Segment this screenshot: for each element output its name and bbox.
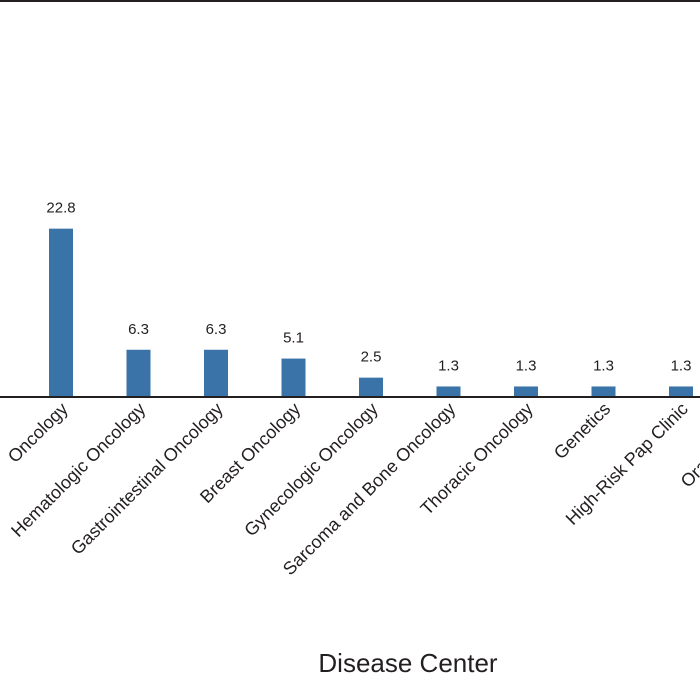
- bars-group: [49, 228, 693, 396]
- data-label: 5.1: [283, 330, 304, 347]
- bar: [281, 358, 306, 396]
- bar: [669, 386, 693, 396]
- data-label: 2.5: [361, 349, 382, 366]
- value-labels-group: 22.8 6.3 6.3 5.1 2.5 1.3 1.3 1.3 1.3: [46, 200, 691, 375]
- x-tick-label: Hematologic Oncology: [7, 399, 149, 541]
- bar: [204, 349, 228, 396]
- x-tick-label: Gastrointestinal Oncology: [67, 399, 227, 559]
- data-label: 6.3: [128, 321, 149, 338]
- bar: [126, 349, 151, 396]
- data-label: 6.3: [206, 321, 227, 338]
- bar: [436, 386, 461, 396]
- bar: [591, 386, 616, 396]
- bar: [49, 228, 73, 396]
- data-label: 1.3: [516, 357, 537, 374]
- x-tick-label: Genetics: [550, 399, 614, 463]
- bar: [514, 386, 538, 396]
- data-label: 1.3: [438, 357, 459, 374]
- x-tick-label: Oncology: [4, 399, 72, 467]
- data-label: 1.3: [671, 357, 692, 374]
- data-label: 22.8: [46, 200, 75, 217]
- bar: [359, 377, 383, 396]
- x-axis-title: Disease Center: [318, 648, 498, 678]
- x-tick-label: Gynecologic Oncology: [240, 399, 381, 540]
- data-label: 1.3: [593, 357, 614, 374]
